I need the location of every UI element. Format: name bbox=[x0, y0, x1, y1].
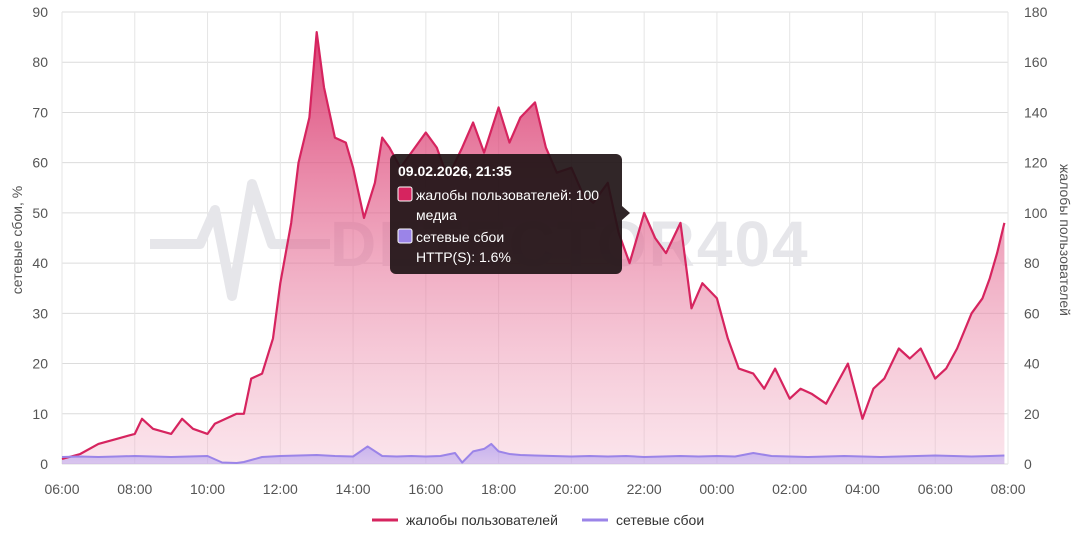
right-tick-label: 120 bbox=[1024, 155, 1048, 171]
right-tick-label: 100 bbox=[1024, 205, 1048, 221]
tooltip-failures-line1: сетевые сбои bbox=[416, 229, 504, 245]
x-tick-label: 22:00 bbox=[627, 481, 662, 497]
failures-line bbox=[61, 442, 1005, 464]
left-tick-label: 20 bbox=[32, 356, 48, 372]
tooltip-swatch-failures bbox=[397, 228, 413, 244]
right-tick-label: 80 bbox=[1024, 255, 1040, 271]
left-tick-label: 60 bbox=[32, 155, 48, 171]
x-tick-label: 00:00 bbox=[699, 481, 734, 497]
x-tick-label: 18:00 bbox=[481, 481, 516, 497]
left-tick-label: 90 bbox=[32, 4, 48, 20]
right-tick-label: 20 bbox=[1024, 406, 1040, 422]
left-tick-label: 10 bbox=[32, 406, 48, 422]
tooltip-complaints-line2: медиа bbox=[416, 207, 457, 223]
left-tick-label: 30 bbox=[32, 305, 48, 321]
right-tick-label: 160 bbox=[1024, 54, 1048, 70]
x-tick-label: 06:00 bbox=[44, 481, 79, 497]
right-tick-label: 40 bbox=[1024, 356, 1040, 372]
tooltip-failures-line2: HTTP(S): 1.6% bbox=[416, 249, 511, 265]
x-tick-label: 16:00 bbox=[408, 481, 443, 497]
right-tick-label: 60 bbox=[1024, 305, 1040, 321]
legend-label-complaints[interactable]: жалобы пользователей bbox=[406, 512, 558, 528]
left-tick-label: 50 bbox=[32, 205, 48, 221]
left-tick-label: 40 bbox=[32, 255, 48, 271]
left-tick-label: 0 bbox=[40, 456, 48, 472]
x-tick-label: 02:00 bbox=[772, 481, 807, 497]
x-axis: 06:00 08:00 10:00 12:00 14:00 16:00 18:00 20:00… bbox=[44, 481, 1025, 497]
x-tick-label: 10:00 bbox=[190, 481, 225, 497]
tooltip: 09.02.2026, 21:35 жалобы пользователей: … bbox=[390, 154, 630, 274]
x-tick-label: 04:00 bbox=[845, 481, 880, 497]
tooltip-complaints-line1: жалобы пользователей: 100 bbox=[416, 187, 599, 203]
failures-area bbox=[62, 443, 1005, 464]
left-axis: 0 10 20 30 40 50 60 70 80 90 bbox=[32, 4, 48, 472]
right-tick-label: 180 bbox=[1024, 4, 1048, 20]
left-tick-label: 70 bbox=[32, 104, 48, 120]
complaints-line bbox=[61, 31, 1006, 461]
x-tick-label: 20:00 bbox=[554, 481, 589, 497]
x-tick-label: 12:00 bbox=[263, 481, 298, 497]
legend-label-failures[interactable]: сетевые сбои bbox=[616, 512, 704, 528]
x-tick-label: 08:00 bbox=[990, 481, 1025, 497]
tooltip-swatch-complaints bbox=[397, 186, 413, 202]
legend: жалобы пользователей сетевые сбои bbox=[372, 512, 704, 528]
right-axis-title: жалобы пользователей bbox=[1057, 164, 1073, 316]
right-axis: 0 20 40 60 80 100 120 140 160 180 bbox=[1024, 4, 1048, 472]
left-axis-title: сетевые сбои, % bbox=[9, 186, 25, 294]
x-tick-label: 14:00 bbox=[336, 481, 371, 497]
x-tick-label: 08:00 bbox=[117, 481, 152, 497]
tooltip-title: 09.02.2026, 21:35 bbox=[398, 163, 512, 179]
x-tick-label: 06:00 bbox=[918, 481, 953, 497]
right-tick-label: 140 bbox=[1024, 104, 1048, 120]
right-tick-label: 0 bbox=[1024, 456, 1032, 472]
left-tick-label: 80 bbox=[32, 54, 48, 70]
